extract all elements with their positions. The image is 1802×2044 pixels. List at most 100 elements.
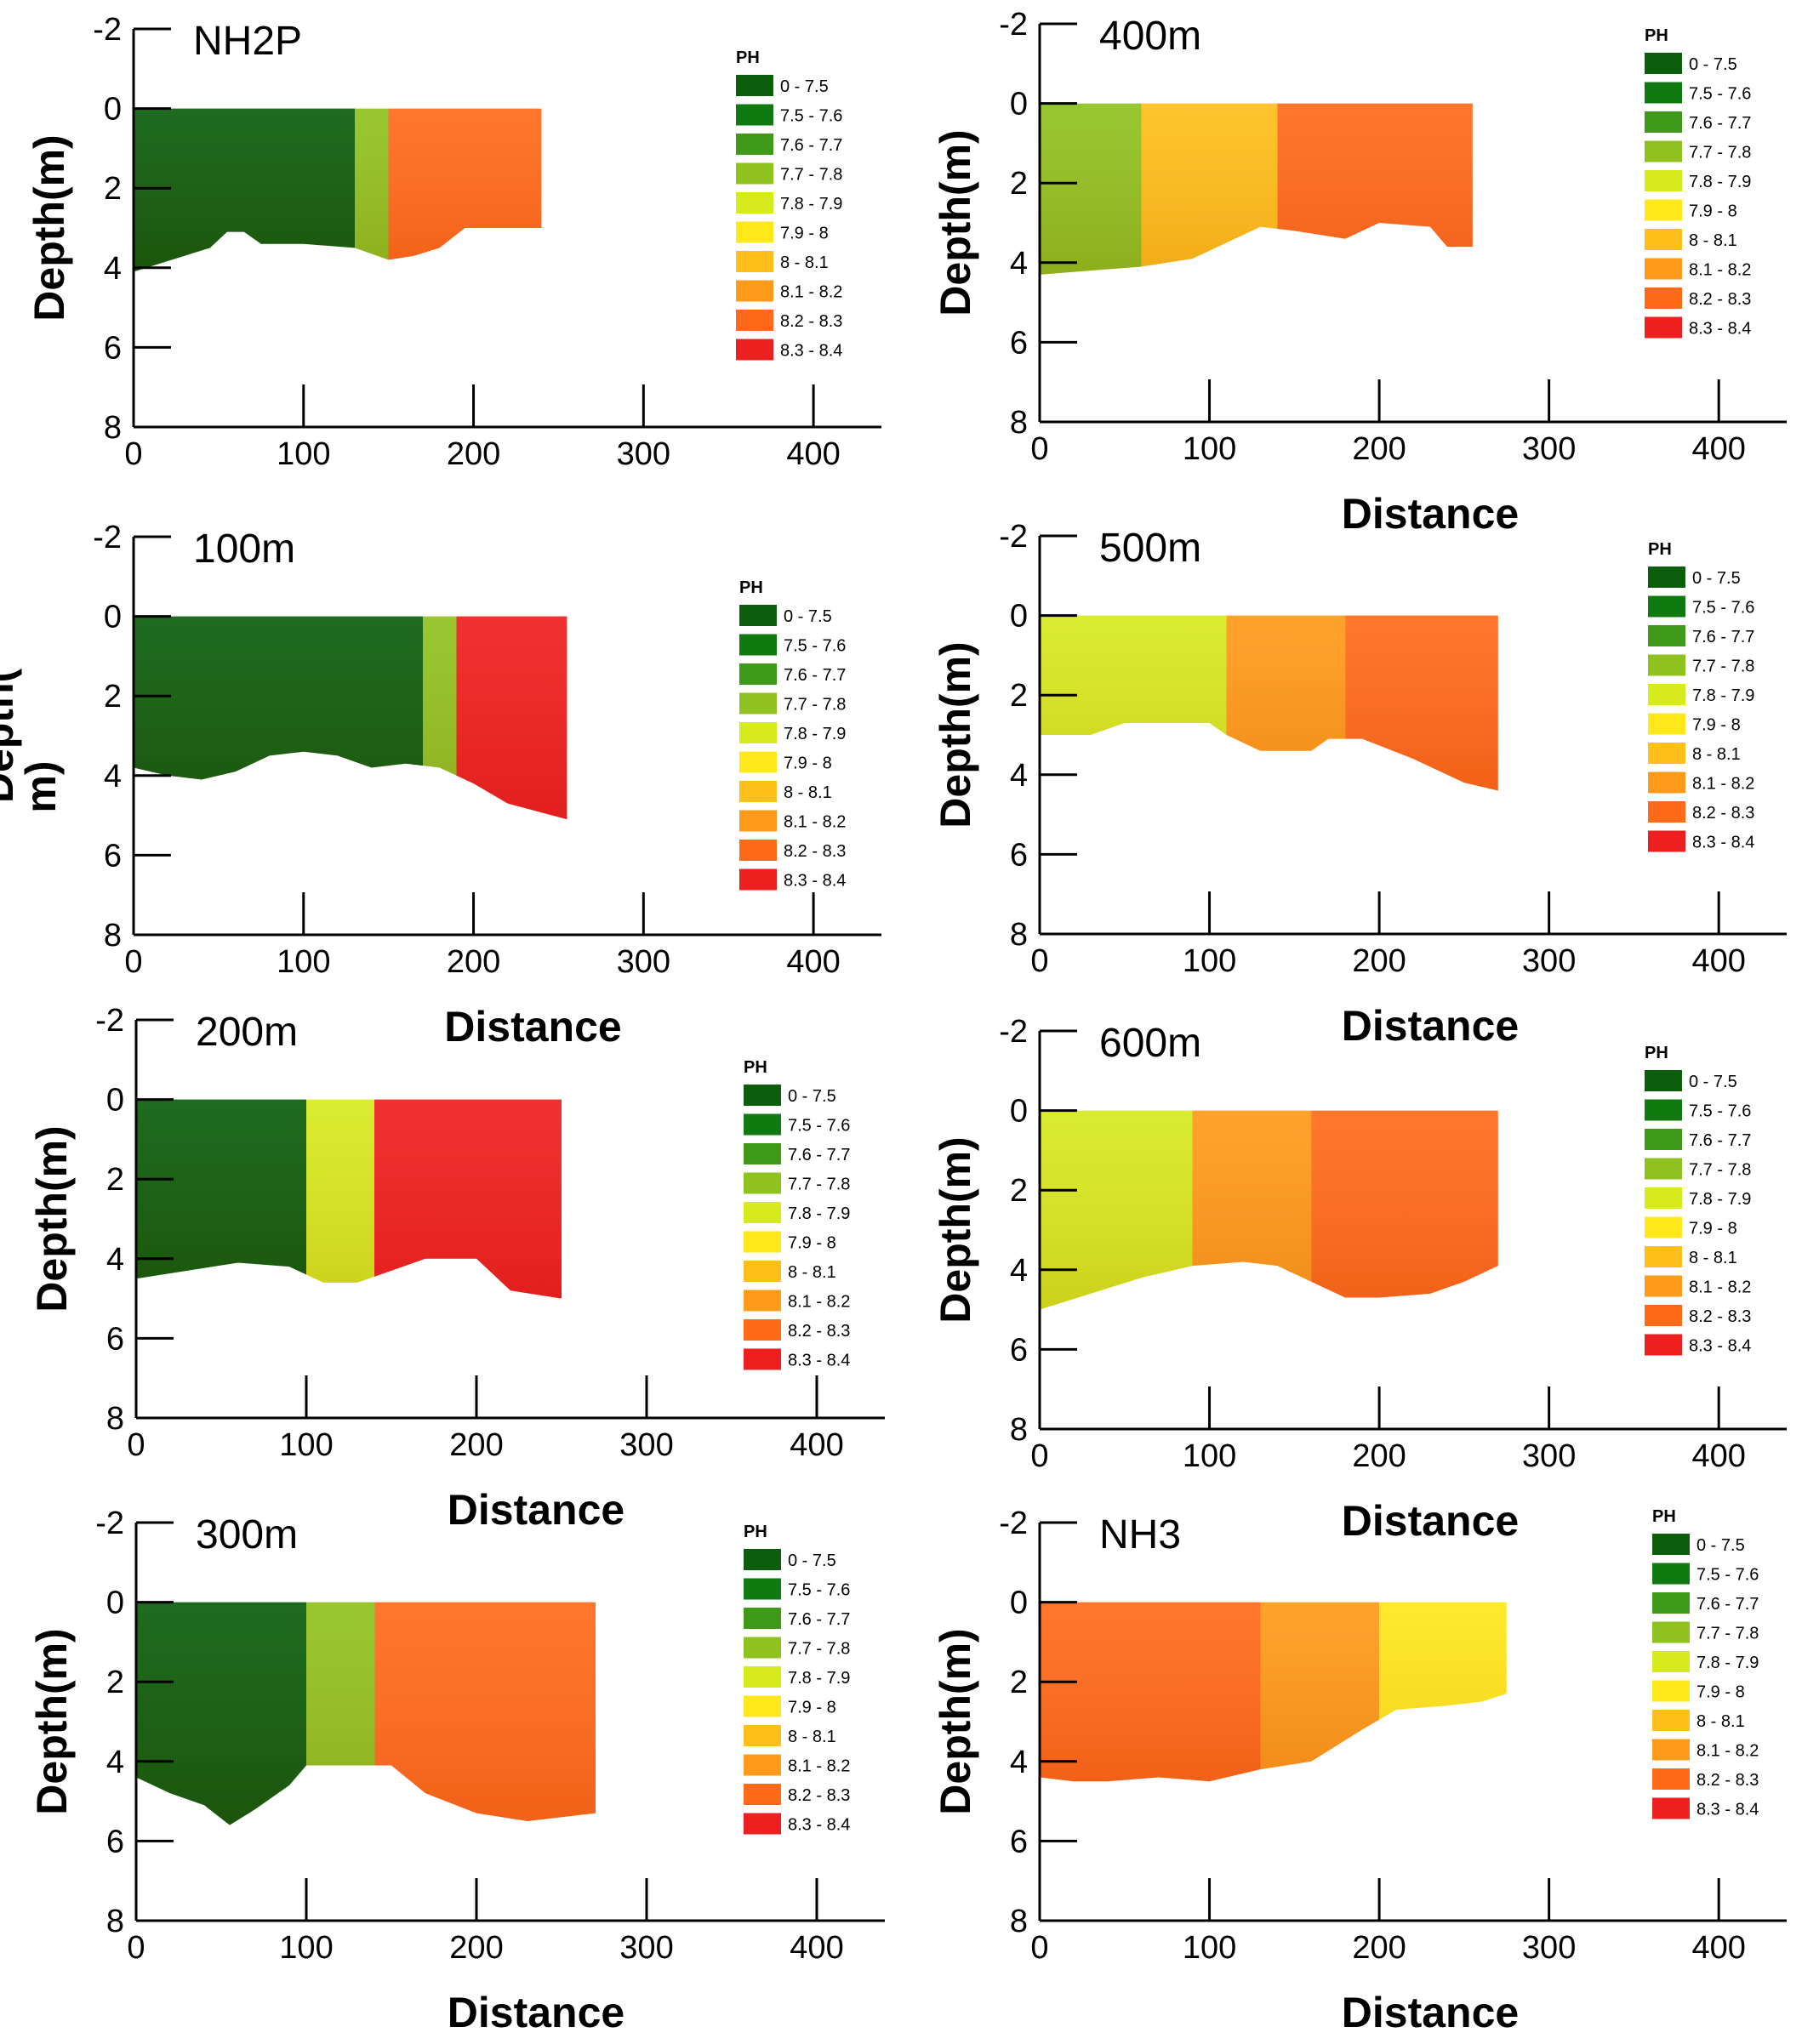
legend-swatch — [744, 1113, 781, 1136]
y-tick-label: 8 — [104, 410, 122, 446]
legend-label: 8 - 8.1 — [788, 1728, 836, 1746]
y-tick-label: 4 — [104, 251, 122, 287]
legend-label: 7.7 - 7.8 — [1692, 658, 1754, 676]
y-tick-label: 4 — [106, 1242, 124, 1278]
x-axis-title: Distance — [1342, 490, 1519, 538]
x-tick-label: 300 — [617, 436, 670, 472]
legend-label: 8.1 - 8.2 — [788, 1293, 850, 1312]
x-tick-label: 0 — [1030, 943, 1048, 979]
legend-label: 7.5 - 7.6 — [780, 107, 842, 126]
legend-swatch — [736, 339, 773, 361]
legend-swatch — [744, 1143, 781, 1164]
legend: PH 0 - 7.5 7.5 - 7.6 7.6 - 7.7 7.7 - 7.8 7.8 … — [1652, 1507, 1759, 1819]
legend-label: 8.2 - 8.3 — [1692, 804, 1754, 823]
legend-swatch — [1645, 82, 1682, 104]
legend-label: 7.8 - 7.9 — [780, 195, 842, 214]
y-axis-title: Depth(m) — [932, 1628, 979, 1814]
legend-label: 7.6 - 7.7 — [780, 136, 842, 155]
x-tick-label: 100 — [1183, 431, 1236, 467]
legend-label: 7.6 - 7.7 — [1697, 1595, 1759, 1614]
legend-label: 0 - 7.5 — [1689, 1073, 1737, 1091]
legend-label: 8.2 - 8.3 — [780, 312, 842, 331]
legend-swatch — [1645, 258, 1682, 280]
legend-label: 7.6 - 7.7 — [1689, 1131, 1751, 1150]
y-tick-label: 4 — [1010, 758, 1028, 794]
panel-title: NH2P — [193, 19, 302, 64]
panel-title: 400m — [1099, 14, 1201, 59]
legend-swatch — [739, 840, 777, 861]
legend-label: 7.8 - 7.9 — [1689, 1190, 1751, 1209]
y-tick-label: 2 — [106, 1162, 124, 1198]
x-tick-label: 0 — [1030, 431, 1048, 467]
legend-swatch — [744, 1608, 781, 1629]
y-tick-label: 4 — [1010, 1745, 1028, 1780]
ph-section-shade — [1040, 103, 1473, 275]
y-tick-label: 8 — [1010, 1904, 1028, 1939]
y-tick-label: -2 — [95, 1003, 124, 1039]
x-tick-label: 400 — [1691, 1930, 1745, 1966]
x-axis-title: Distance — [448, 1486, 624, 1534]
legend-swatch — [1645, 1216, 1682, 1238]
y-axis-title: Depth(m) — [26, 134, 73, 321]
legend-swatch — [739, 692, 777, 715]
y-tick-label: 6 — [1010, 325, 1028, 361]
legend-label: 8.1 - 8.2 — [1697, 1742, 1759, 1761]
legend-label: 8.3 - 8.4 — [780, 342, 842, 361]
legend-swatch — [1645, 53, 1682, 74]
panel-title: 200m — [196, 1010, 298, 1055]
y-tick-label: 0 — [1010, 599, 1028, 635]
legend-swatch — [1645, 1187, 1682, 1209]
y-tick-label: 2 — [1010, 1665, 1028, 1700]
legend-swatch — [1648, 654, 1685, 676]
legend-label: 8.3 - 8.4 — [788, 1352, 850, 1370]
legend-swatch — [1648, 801, 1685, 823]
panel-title: 100m — [193, 527, 295, 572]
x-tick-label: 300 — [619, 1427, 673, 1463]
panel-title: NH3 — [1099, 1512, 1181, 1557]
y-tick-label: 2 — [104, 171, 122, 207]
legend-label: 8.1 - 8.2 — [784, 813, 846, 832]
legend-label: 8.2 - 8.3 — [1697, 1771, 1759, 1790]
x-tick-label: 200 — [1352, 943, 1406, 979]
legend-swatch — [736, 310, 773, 331]
legend-label: 7.9 - 8 — [1689, 1220, 1737, 1238]
legend-title: PH — [739, 578, 763, 597]
legend-swatch — [1652, 1621, 1690, 1643]
legend-swatch — [736, 162, 773, 185]
y-tick-label: 0 — [104, 92, 122, 128]
legend-swatch — [1645, 1334, 1682, 1356]
legend-label: 8.2 - 8.3 — [784, 842, 846, 861]
legend-label: 7.8 - 7.9 — [788, 1669, 850, 1688]
legend-swatch — [744, 1578, 781, 1600]
panel-title: 600m — [1099, 1021, 1201, 1066]
legend-swatch — [1648, 771, 1685, 794]
y-axis-title: Depth(m) — [932, 641, 979, 828]
y-tick-label: 2 — [104, 679, 122, 715]
legend-label: 8.2 - 8.3 — [788, 1786, 850, 1805]
y-axis-title: Depth(m) — [28, 1628, 76, 1814]
legend-label: 7.7 - 7.8 — [1689, 144, 1751, 162]
x-axis-title: Distance — [444, 1003, 621, 1050]
legend-label: 7.8 - 7.9 — [1697, 1654, 1759, 1672]
legend-label: 7.7 - 7.8 — [784, 696, 846, 715]
y-tick-label: 2 — [1010, 1173, 1028, 1209]
y-tick-label: 6 — [1010, 1332, 1028, 1368]
legend-swatch — [1652, 1739, 1690, 1761]
legend-swatch — [739, 663, 777, 685]
legend-swatch — [1652, 1651, 1690, 1672]
x-tick-label: 100 — [1183, 943, 1236, 979]
y-tick-label: 8 — [106, 1904, 124, 1939]
y-tick-label: 0 — [106, 1586, 124, 1621]
legend: PH 0 - 7.5 7.5 - 7.6 7.6 - 7.7 7.7 - 7.8 7.8 … — [1645, 1044, 1751, 1356]
legend-swatch — [739, 634, 777, 656]
x-tick-label: 100 — [277, 944, 330, 980]
panel-title: 500m — [1099, 526, 1201, 571]
legend-label: 8 - 8.1 — [1697, 1712, 1745, 1731]
legend-swatch — [1652, 1797, 1690, 1819]
legend-label: 7.9 - 8 — [784, 754, 832, 773]
x-axis-title: Distance — [1342, 1002, 1519, 1050]
legend-label: 7.9 - 8 — [1697, 1683, 1745, 1702]
legend: PH 0 - 7.5 7.5 - 7.6 7.6 - 7.7 7.7 - 7.8 7.8 … — [744, 1523, 850, 1835]
